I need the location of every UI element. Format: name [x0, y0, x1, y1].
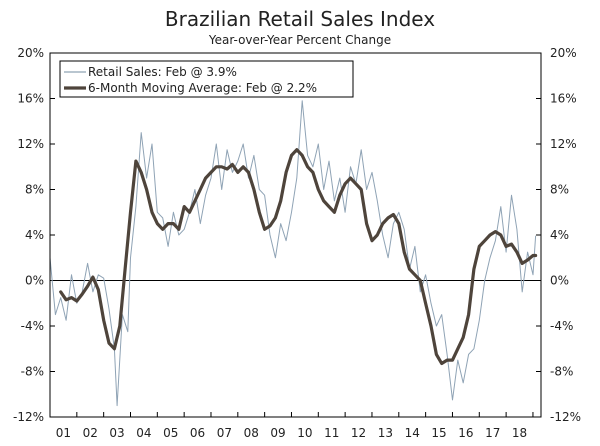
y-tick-label-left: 12%: [17, 137, 44, 151]
y-tick-label-right: 4%: [550, 228, 569, 242]
x-tick-label: 07: [217, 426, 232, 440]
x-tick-label: 04: [136, 426, 151, 440]
y-tick-label-right: -8%: [550, 365, 573, 379]
y-tick-label-left: 8%: [25, 183, 44, 197]
x-tick-label: 06: [190, 426, 205, 440]
x-tick-label: 14: [405, 426, 420, 440]
legend-label-retail-sales: Retail Sales: Feb @ 3.9%: [88, 65, 237, 79]
chart-title: Brazilian Retail Sales Index: [165, 7, 435, 31]
legend-box: [59, 60, 354, 98]
y-tick-label-left: -12%: [13, 410, 44, 424]
series-line-moving-average: [59, 148, 538, 366]
x-tick-label: 05: [163, 426, 178, 440]
series-layer: [49, 100, 538, 407]
x-tick-label: 15: [431, 426, 446, 440]
y-axis-right: -12% -8% -4% 0% 4% 8% 12% 16% 20%: [536, 46, 581, 424]
y-tick-label-left: 0%: [25, 274, 44, 288]
x-tick-label: 12: [351, 426, 366, 440]
series-line-retail-sales: [49, 100, 537, 407]
y-tick-label-right: 12%: [550, 137, 577, 151]
legend: Retail Sales: Feb @ 3.9% 6-Month Moving …: [59, 60, 354, 98]
plot-frame: [49, 52, 542, 418]
x-tick-label: 01: [56, 426, 71, 440]
y-tick-label-right: 16%: [550, 92, 577, 106]
y-tick-label-right: 20%: [550, 46, 577, 60]
y-tick-label-left: 4%: [25, 228, 44, 242]
y-tick-label-right: -4%: [550, 319, 573, 333]
x-axis: 01 02 03 04 05 06 07 08 09 10 11 12 13 14 15 16 17 18: [49, 412, 534, 440]
y-tick-label-right: 8%: [550, 183, 569, 197]
y-tick-label-left: 20%: [17, 46, 44, 60]
y-tick-label-left: 16%: [17, 92, 44, 106]
y-tick-label-right: 0%: [550, 274, 569, 288]
x-tick-label: 17: [485, 426, 500, 440]
x-tick-label: 02: [83, 426, 98, 440]
x-tick-label: 13: [378, 426, 393, 440]
x-tick-label: 16: [458, 426, 473, 440]
chart-subtitle: Year-over-Year Percent Change: [208, 33, 391, 47]
y-tick-label-right: -12%: [550, 410, 581, 424]
x-tick-label: 18: [512, 426, 527, 440]
x-tick-label: 03: [109, 426, 124, 440]
x-tick-label: 11: [324, 426, 339, 440]
x-tick-label: 09: [270, 426, 285, 440]
y-tick-label-left: -4%: [21, 319, 44, 333]
x-tick-label: 08: [244, 426, 259, 440]
y-tick-label-left: -8%: [21, 365, 44, 379]
x-tick-label: 10: [297, 426, 312, 440]
legend-label-moving-average: 6-Month Moving Average: Feb @ 2.2%: [88, 81, 317, 95]
y-axis-left: -12% -8% -4% 0% 4% 8% 12% 16% 20%: [13, 46, 55, 424]
